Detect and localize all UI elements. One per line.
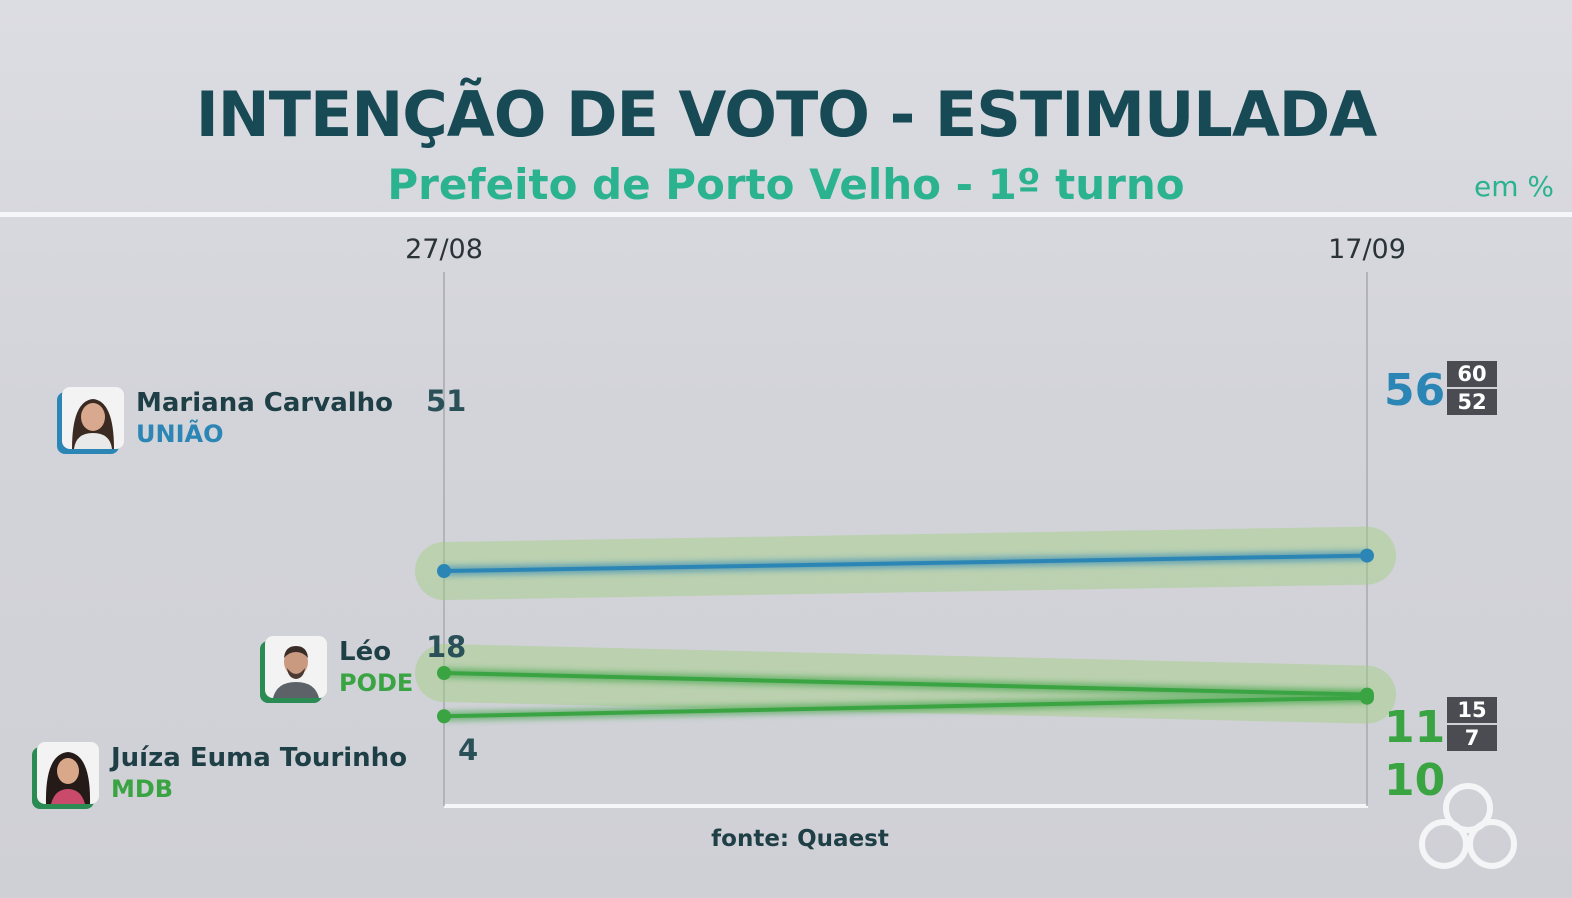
data-point (437, 666, 451, 680)
end-value-label: 56 (1384, 365, 1445, 416)
start-value-label: 4 (458, 733, 478, 767)
range-lower: 52 (1447, 387, 1497, 415)
data-point (437, 564, 451, 579)
candidate-party: MDB (111, 775, 174, 803)
candidate-mariana: Mariana Carvalho UNIÃO (62, 387, 393, 449)
start-value-label: 51 (426, 384, 466, 418)
chart-subtitle: Prefeito de Porto Velho - 1º turno (387, 160, 1185, 209)
series-line (443, 553, 1368, 574)
candidate-name: Mariana Carvalho (136, 388, 394, 418)
range-box-leo: 15 7 (1447, 697, 1497, 751)
title-divider (0, 212, 1572, 217)
candidate-euma: Juíza Euma Tourinho MDB (37, 742, 407, 804)
data-point (1360, 548, 1374, 563)
data-point (1360, 690, 1374, 705)
candidate-name: Léo (339, 637, 392, 667)
end-value-label: 11 (1384, 702, 1445, 753)
range-lower: 7 (1447, 723, 1497, 751)
series-line (443, 671, 1368, 697)
unit-label: em % (1473, 170, 1554, 203)
chart-title: INTENÇÃO DE VOTO - ESTIMULADA (195, 78, 1378, 151)
avatar-leo (265, 636, 327, 698)
series-line (443, 695, 1368, 719)
avatar-euma (37, 742, 99, 804)
range-upper: 60 (1457, 362, 1487, 386)
candidate-party: UNIÃO (136, 420, 224, 448)
range-box-mariana: 60 52 (1447, 361, 1497, 415)
start-value-label: 18 (426, 630, 466, 664)
range-upper: 15 (1457, 698, 1487, 722)
end-value-label: 10 (1384, 755, 1445, 806)
data-point (437, 709, 451, 724)
avatar-mariana (62, 387, 124, 449)
broadcaster-logo (1419, 783, 1517, 869)
candidate-name: Juíza Euma Tourinho (111, 743, 408, 773)
candidate-leo: Léo PODE (265, 636, 413, 698)
source-note: fonte: Quaest (711, 826, 889, 852)
x-tick-label: 17/09 (1328, 234, 1406, 265)
candidate-party: PODE (339, 669, 414, 697)
x-tick-label: 27/08 (405, 234, 483, 265)
